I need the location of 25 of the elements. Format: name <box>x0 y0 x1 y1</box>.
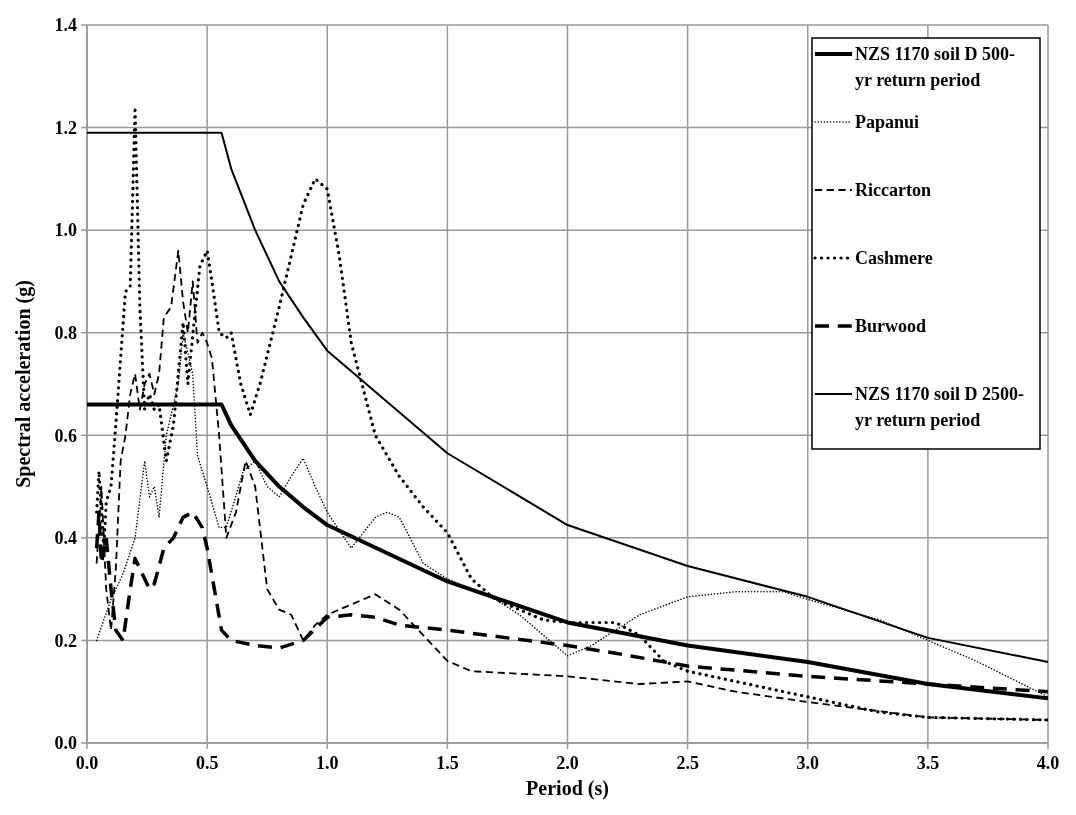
y-tick-label: 1.4 <box>54 15 77 36</box>
x-tick-label: 1.5 <box>436 753 459 773</box>
x-axis-title: Period (s) <box>526 777 609 800</box>
y-tick-label: 1.2 <box>54 117 77 138</box>
y-axis-title: Spectral acceleration (g) <box>12 280 35 488</box>
x-tick-label: 1.0 <box>316 753 339 773</box>
y-tick-label: 0.2 <box>54 630 77 651</box>
y-tick-label: 1.0 <box>54 220 77 241</box>
x-tick-label: 3.0 <box>796 753 819 773</box>
x-tick-label: 2.0 <box>556 753 579 773</box>
legend-label: Burwood <box>855 316 927 336</box>
y-tick-label: 0.4 <box>54 528 77 549</box>
x-tick-label: 4.0 <box>1036 753 1060 773</box>
legend-label: NZS 1170 soil D 2500-yr return period <box>855 384 1025 430</box>
y-tick-label: 0.0 <box>54 733 77 754</box>
y-tick-label: 0.8 <box>54 323 77 344</box>
x-tick-label: 0.5 <box>195 753 219 773</box>
x-tick-label: 2.5 <box>676 753 699 773</box>
legend-label: Cashmere <box>855 248 933 268</box>
x-tick-label: 3.5 <box>916 753 940 773</box>
legend-label: NZS 1170 soil D 500-yr return period <box>855 44 1016 90</box>
y-tick-label: 0.6 <box>54 425 77 446</box>
legend-label: Riccarton <box>855 180 931 200</box>
x-tick-label: 0.0 <box>75 753 99 773</box>
legend-label: Papanui <box>855 112 920 132</box>
